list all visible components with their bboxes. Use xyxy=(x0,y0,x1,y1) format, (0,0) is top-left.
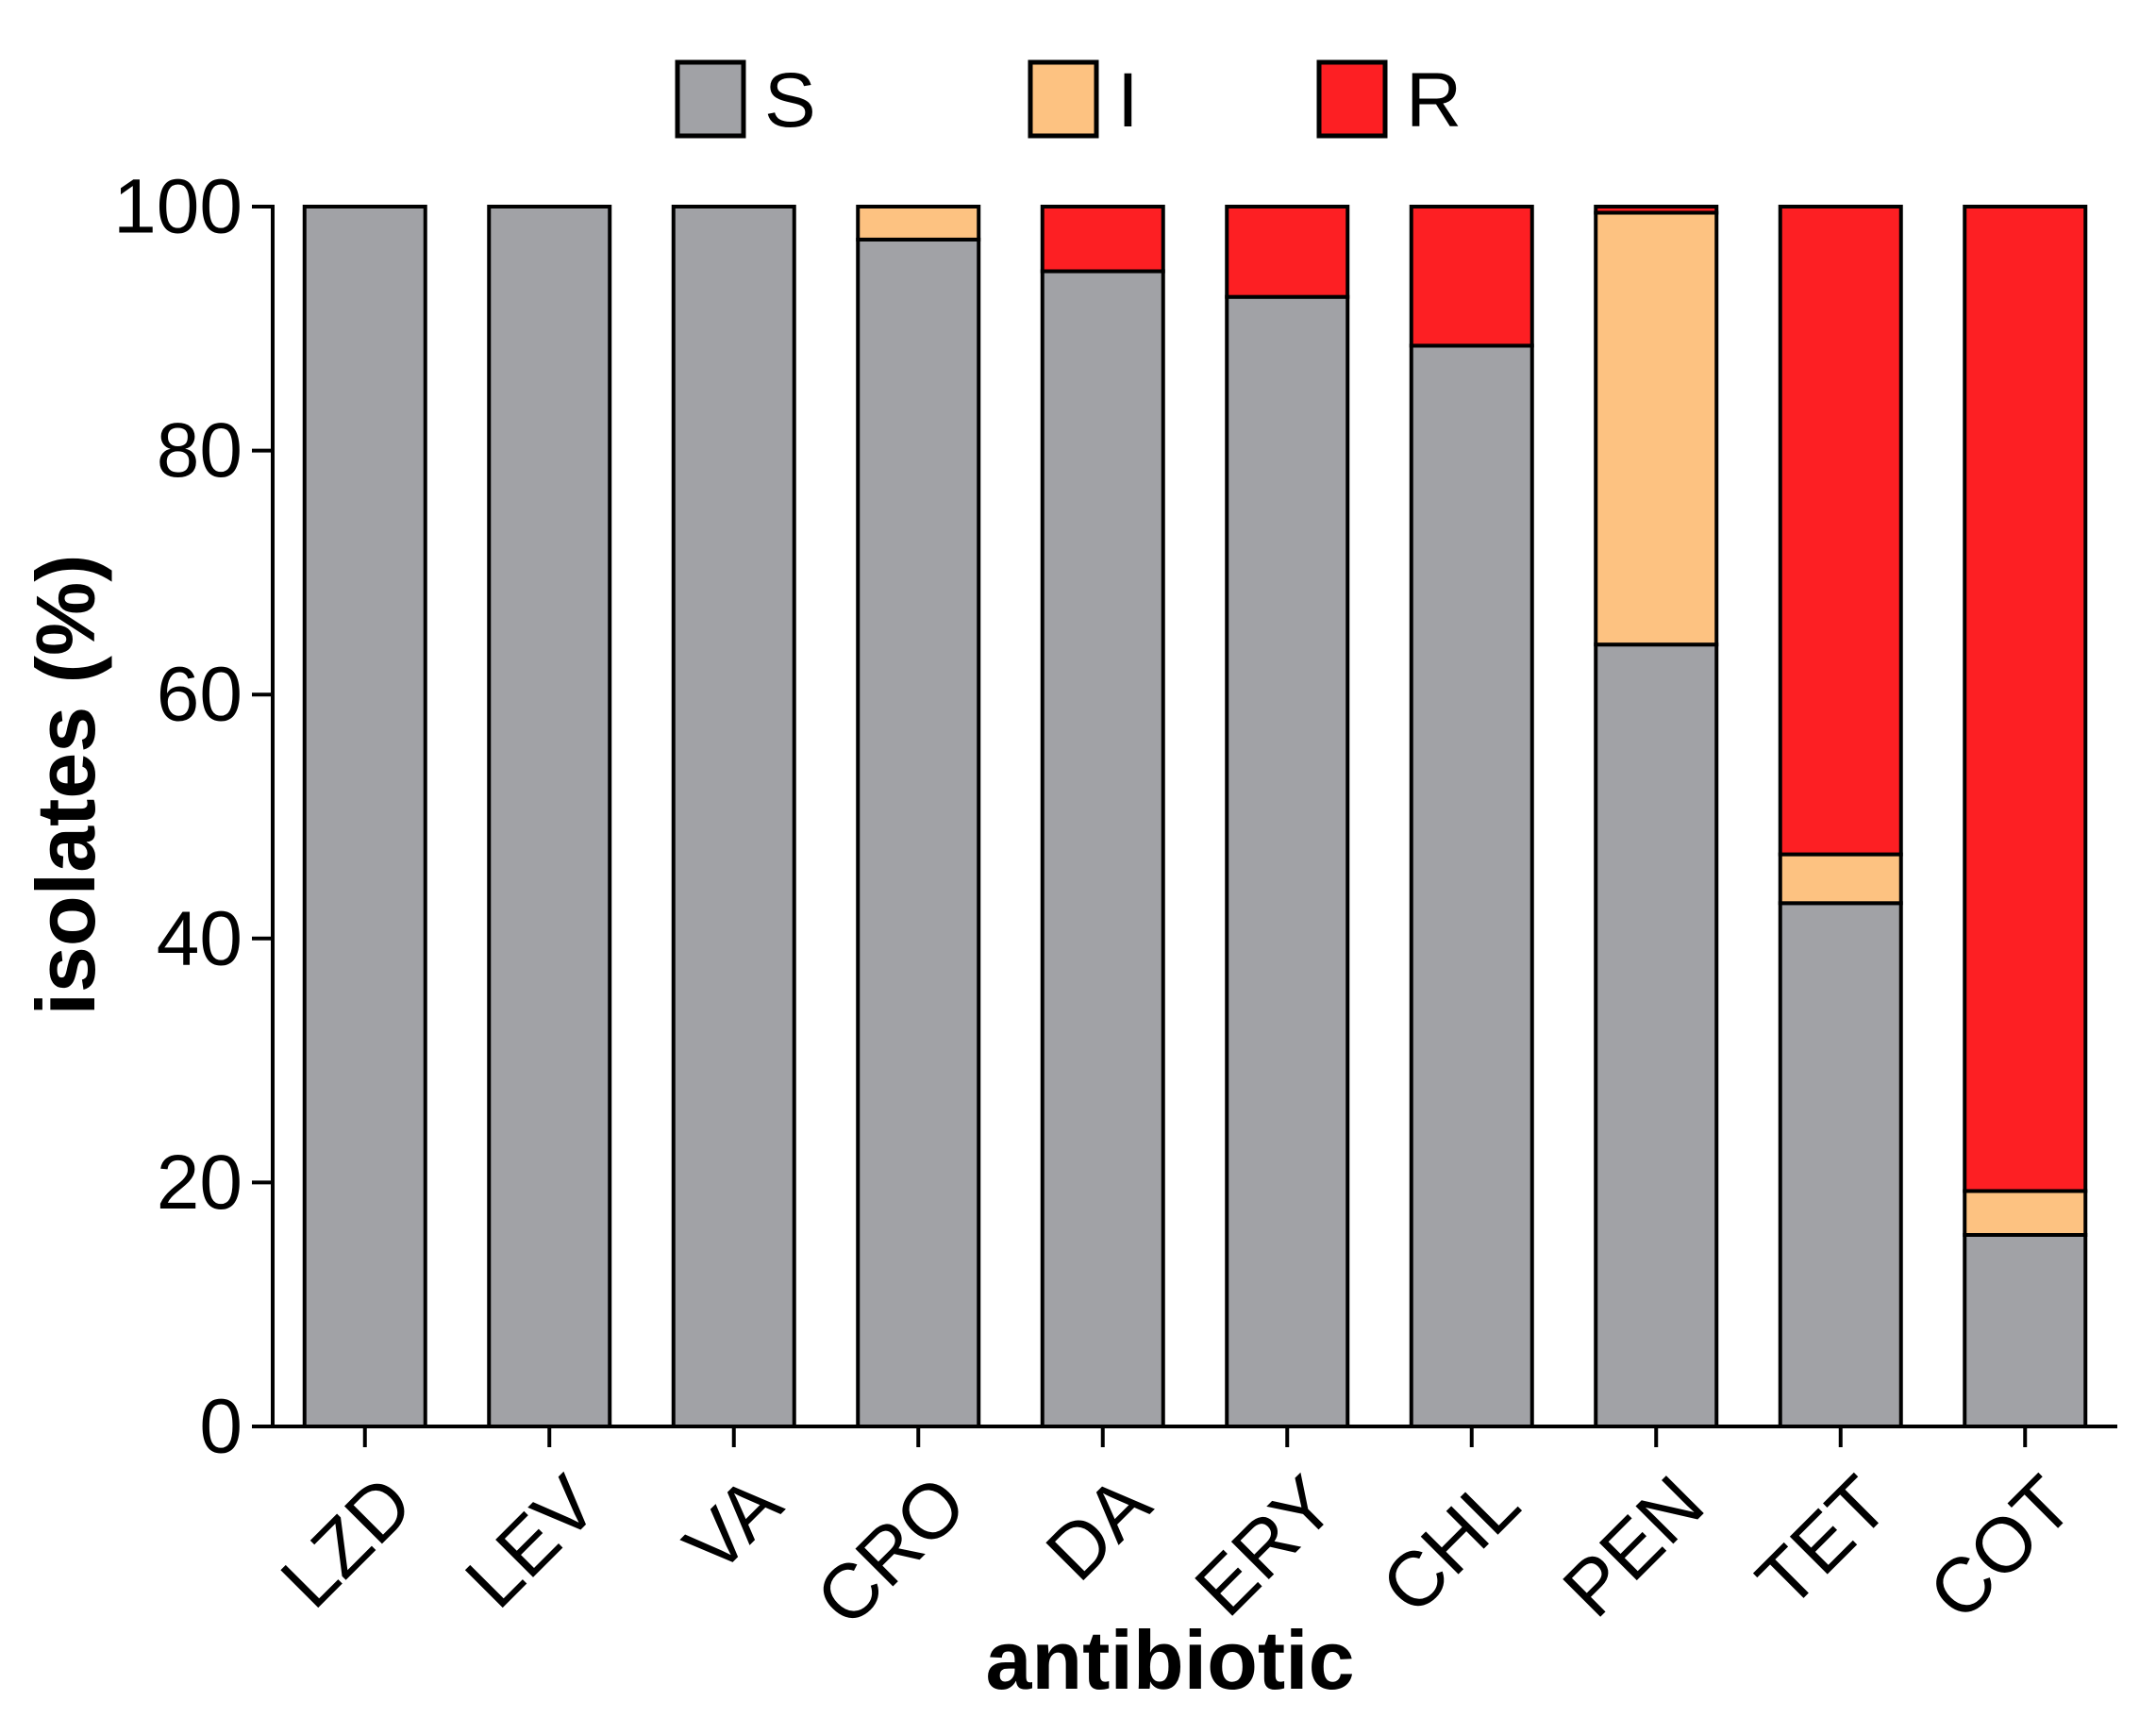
x-tick-label-pen: PEN xyxy=(1547,1460,1721,1634)
legend-swatch-s xyxy=(675,59,746,139)
bar-ery-r xyxy=(1225,205,1350,299)
legend-label-r: R xyxy=(1406,58,1462,143)
bar-ery-s xyxy=(1225,294,1350,1428)
bar-chl-s xyxy=(1409,343,1534,1429)
bar-cot-r xyxy=(1963,205,2088,1193)
bar-lev-s xyxy=(487,205,612,1428)
legend-label-s: S xyxy=(764,58,816,143)
x-axis-title: antibiotic xyxy=(985,1613,1354,1707)
bar-tet-r xyxy=(1778,205,1903,857)
y-tick-label-80: 80 xyxy=(157,408,242,493)
x-tick-label-da: DA xyxy=(1030,1459,1167,1596)
bar-cro-i xyxy=(856,205,981,242)
legend-swatch-r xyxy=(1316,59,1388,139)
x-tick-label-lzd: LZD xyxy=(265,1460,429,1625)
x-tick-label-ery: ERY xyxy=(1179,1460,1352,1633)
bar-va-s xyxy=(671,205,796,1428)
y-tick-label-40: 40 xyxy=(157,895,242,981)
bar-cot-i xyxy=(1963,1189,2088,1237)
bar-da-r xyxy=(1040,205,1165,274)
bar-pen-s xyxy=(1594,642,1719,1428)
bars xyxy=(302,205,2088,1429)
bar-pen-i xyxy=(1594,210,1719,647)
x-tick-label-va: VA xyxy=(668,1459,798,1590)
bar-pen-r xyxy=(1594,205,1719,215)
bar-tet-i xyxy=(1778,852,1903,906)
legend-label-i: I xyxy=(1117,58,1139,143)
bar-cro-s xyxy=(856,237,981,1428)
y-axis-title: isolates (%) xyxy=(19,554,112,1015)
x-tick-label-chl: CHL xyxy=(1365,1460,1535,1630)
y-tick-label-100: 100 xyxy=(113,164,242,250)
x-tick-label-tet: TET xyxy=(1741,1460,1905,1625)
x-tick-label-cro: CRO xyxy=(800,1460,982,1642)
y-tick-label-0: 0 xyxy=(199,1384,242,1470)
legend-swatch-i xyxy=(1028,59,1099,139)
bar-cot-s xyxy=(1963,1232,2088,1429)
x-tick-label-lev: LEV xyxy=(449,1459,613,1624)
bar-lzd-s xyxy=(302,205,427,1428)
x-tick-label-cot: COT xyxy=(1914,1460,2090,1637)
y-tick-label-20: 20 xyxy=(157,1140,242,1225)
bar-da-s xyxy=(1040,269,1165,1428)
y-tick-label-60: 60 xyxy=(157,652,242,738)
bar-tet-s xyxy=(1778,901,1903,1428)
bar-chl-r xyxy=(1409,205,1534,348)
